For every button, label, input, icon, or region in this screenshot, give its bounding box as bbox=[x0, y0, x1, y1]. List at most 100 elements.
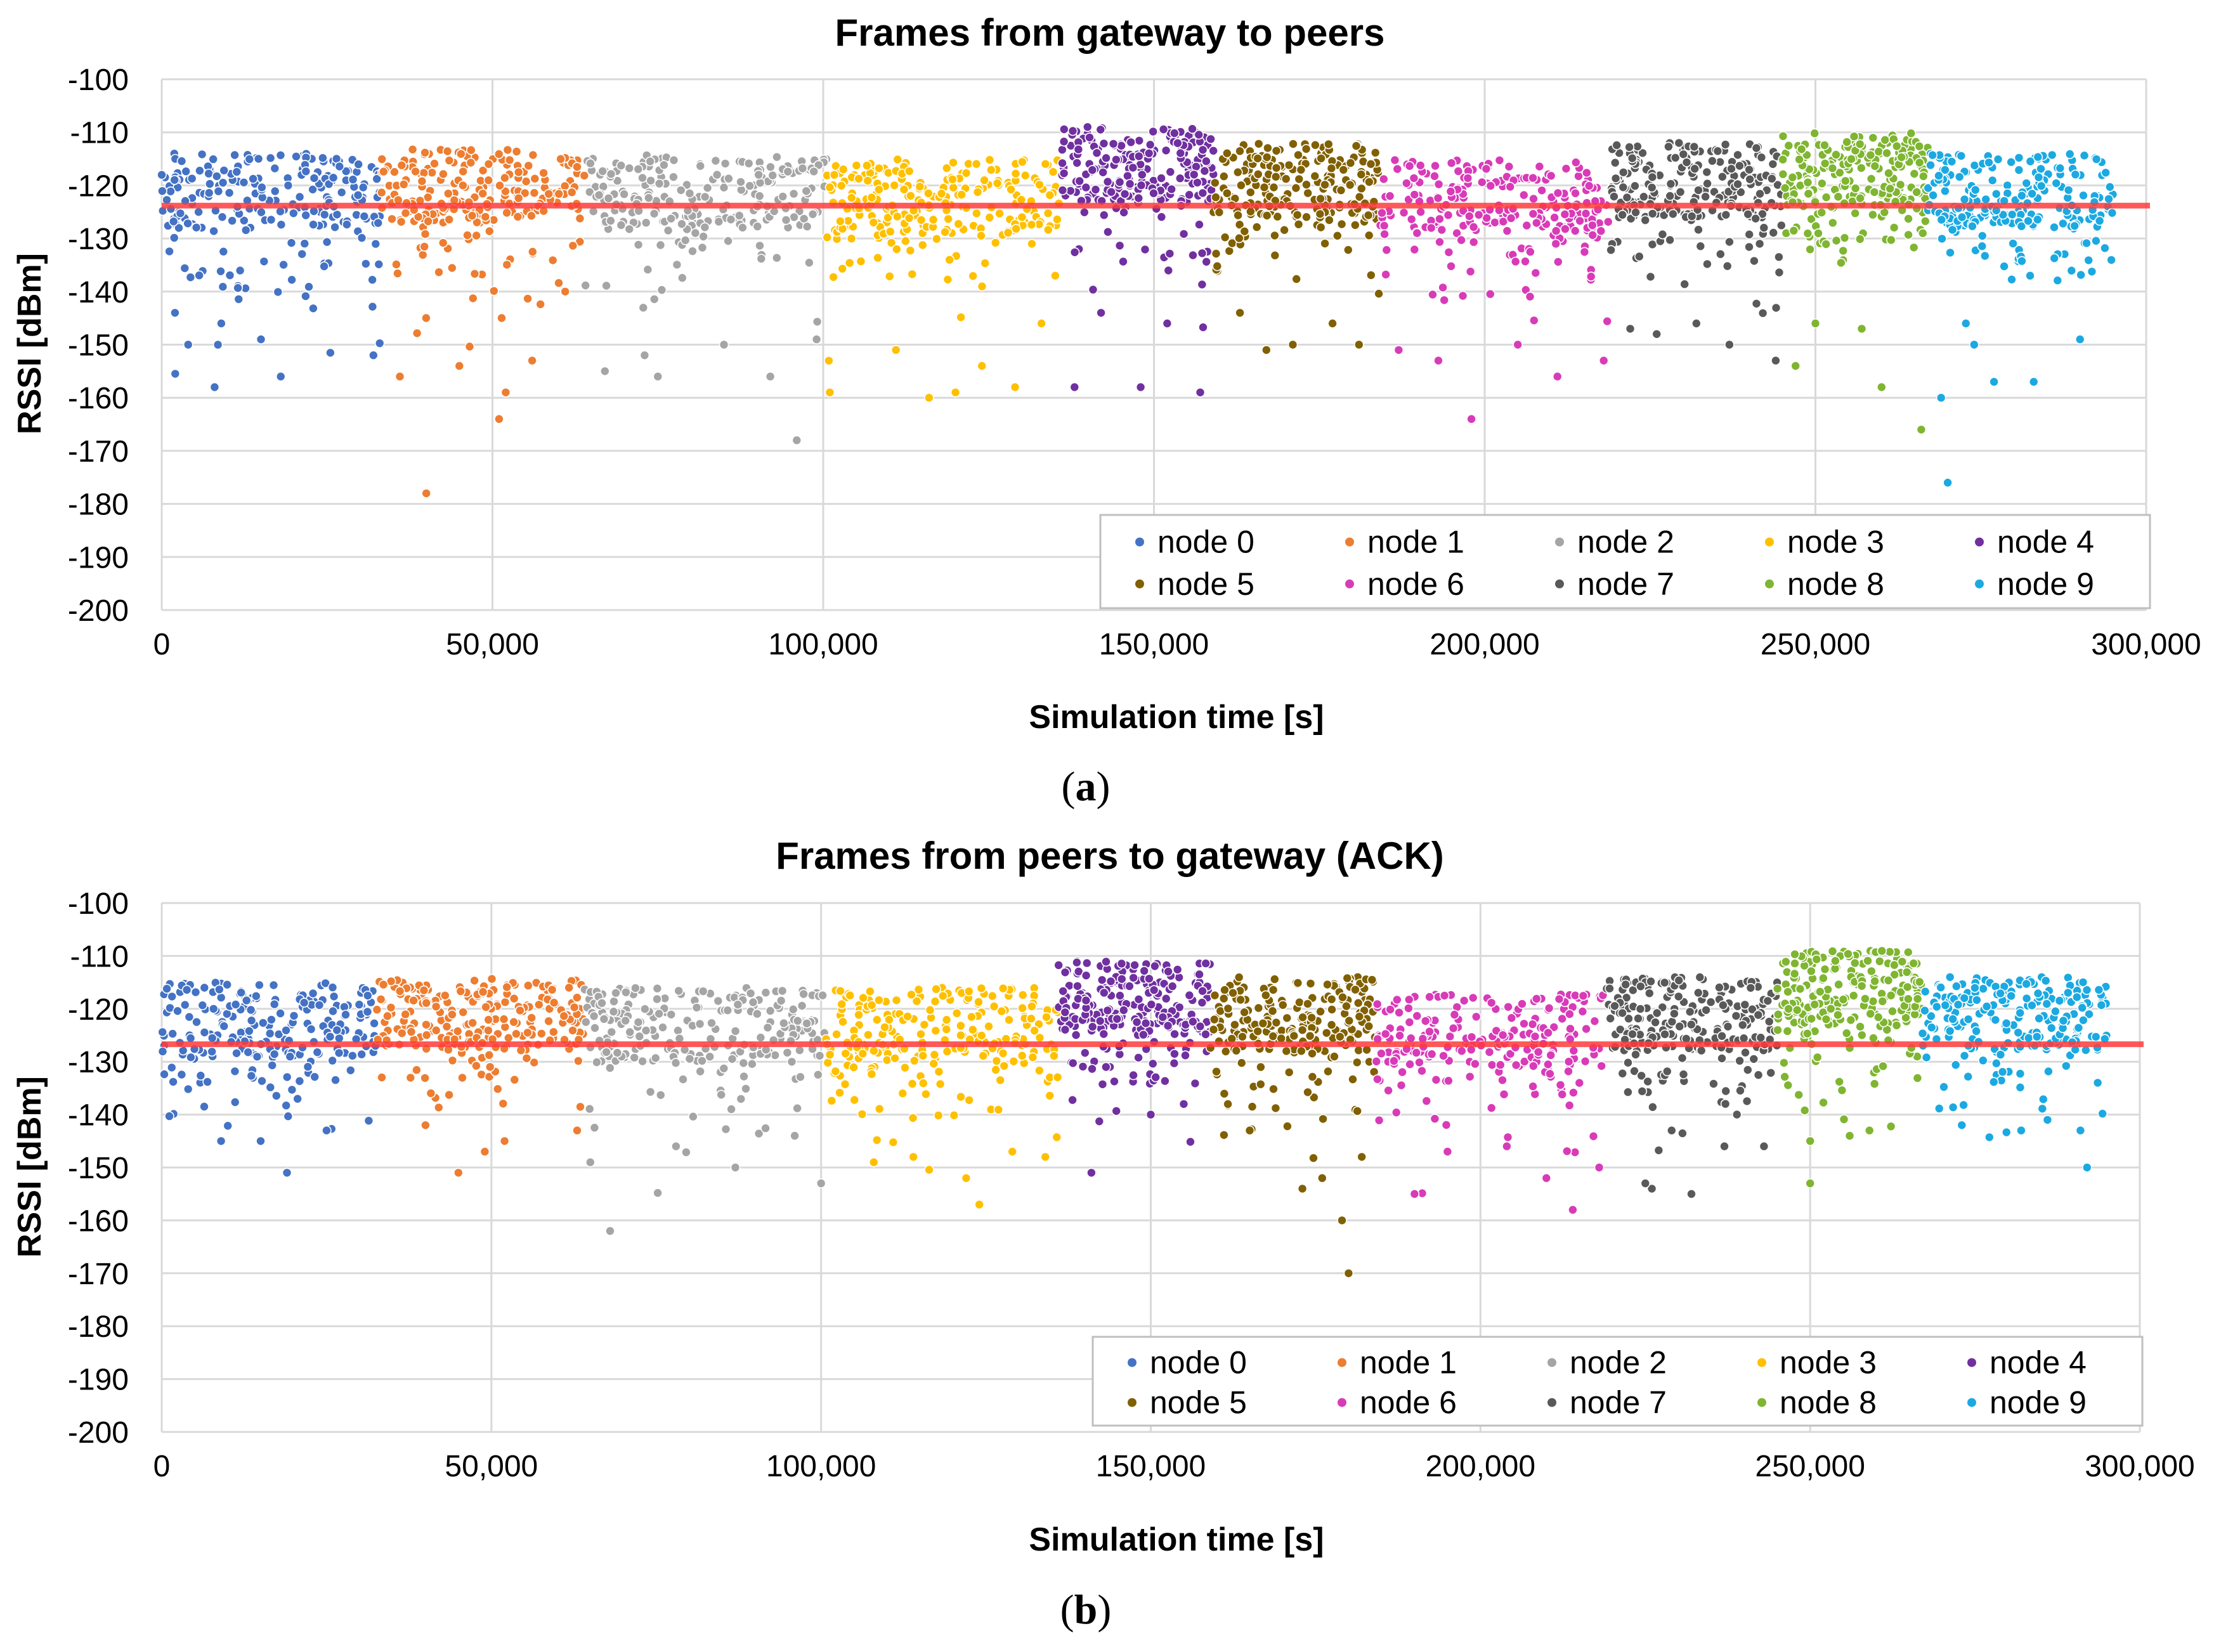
data-point bbox=[1878, 1061, 1888, 1071]
data-point bbox=[1414, 1057, 1424, 1068]
data-point bbox=[1830, 956, 1840, 966]
data-point bbox=[1296, 164, 1306, 175]
data-point bbox=[266, 214, 277, 225]
data-point bbox=[1384, 191, 1395, 201]
data-point bbox=[1102, 1005, 1113, 1016]
y-tick-label: -100 bbox=[68, 887, 129, 921]
data-point bbox=[1511, 1060, 1521, 1070]
data-point bbox=[1338, 992, 1348, 1003]
data-point bbox=[2047, 150, 2057, 160]
data-point bbox=[619, 189, 629, 200]
data-point bbox=[713, 216, 724, 227]
data-point bbox=[1445, 186, 1456, 197]
data-point bbox=[786, 1057, 797, 1067]
data-point bbox=[1219, 1088, 1230, 1099]
data-point bbox=[1912, 187, 1922, 197]
data-point bbox=[1857, 1030, 1867, 1041]
data-point bbox=[1920, 216, 1931, 226]
data-point bbox=[1073, 144, 1084, 155]
data-point bbox=[236, 987, 247, 998]
data-point bbox=[1253, 1003, 1264, 1013]
data-point bbox=[1670, 153, 1681, 163]
data-point bbox=[1831, 150, 1841, 160]
data-point bbox=[1485, 289, 1495, 299]
data-point bbox=[1201, 958, 1211, 968]
data-point bbox=[846, 193, 857, 203]
outlier-point bbox=[1969, 339, 1979, 350]
data-point bbox=[190, 987, 201, 998]
data-point bbox=[601, 280, 611, 291]
data-point bbox=[1721, 209, 1731, 220]
data-point bbox=[1270, 171, 1281, 182]
data-point bbox=[568, 240, 578, 251]
data-point bbox=[1008, 1056, 1019, 1067]
data-point bbox=[452, 1026, 463, 1036]
data-point bbox=[157, 169, 167, 180]
data-point bbox=[752, 221, 763, 231]
data-point bbox=[1779, 1058, 1789, 1068]
data-point bbox=[1452, 228, 1462, 238]
data-point bbox=[478, 987, 488, 997]
data-point bbox=[1338, 164, 1349, 175]
data-point bbox=[1855, 193, 1865, 204]
data-point bbox=[1627, 1029, 1638, 1039]
data-point bbox=[199, 982, 210, 993]
data-point bbox=[157, 1046, 168, 1057]
data-point bbox=[1163, 966, 1173, 977]
outlier-point bbox=[1691, 318, 1702, 328]
data-point bbox=[1648, 1102, 1658, 1112]
data-point bbox=[1531, 994, 1542, 1004]
data-point bbox=[568, 1025, 578, 1036]
data-point bbox=[217, 212, 228, 223]
data-point bbox=[1178, 229, 1189, 239]
data-point bbox=[783, 166, 793, 177]
series-node-5 bbox=[1205, 972, 1380, 1278]
data-point bbox=[1502, 1132, 1513, 1143]
data-point bbox=[788, 1004, 798, 1015]
data-point bbox=[2073, 1023, 2084, 1033]
data-point bbox=[1684, 1006, 1695, 1017]
data-point bbox=[1326, 1020, 1337, 1030]
data-point bbox=[348, 174, 358, 185]
data-point bbox=[554, 188, 564, 199]
data-point bbox=[204, 188, 214, 198]
data-point bbox=[1774, 267, 1785, 278]
data-point bbox=[921, 1089, 931, 1100]
data-point bbox=[2064, 149, 2075, 159]
data-point bbox=[624, 163, 635, 174]
data-point bbox=[2049, 222, 2059, 233]
data-point bbox=[227, 216, 237, 226]
data-point bbox=[1744, 164, 1754, 175]
data-point bbox=[1379, 221, 1390, 231]
data-point bbox=[497, 313, 507, 323]
data-point bbox=[616, 160, 627, 171]
data-point bbox=[1557, 1089, 1567, 1100]
data-point bbox=[559, 1011, 570, 1021]
data-point bbox=[1150, 1072, 1161, 1083]
data-point bbox=[684, 188, 695, 198]
series-node-8 bbox=[1778, 128, 1933, 435]
data-point bbox=[2021, 178, 2031, 188]
data-point bbox=[866, 1000, 877, 1010]
data-point bbox=[1392, 994, 1402, 1005]
data-point bbox=[2038, 1094, 2048, 1105]
data-point bbox=[1294, 174, 1305, 185]
data-point bbox=[858, 992, 868, 1003]
data-point bbox=[2069, 221, 2080, 231]
data-point bbox=[1428, 289, 1438, 300]
data-point bbox=[372, 1005, 382, 1015]
data-point bbox=[1323, 1066, 1333, 1077]
legend-item: node 5 bbox=[1135, 566, 1254, 602]
data-point bbox=[1978, 1055, 1988, 1065]
data-point bbox=[1759, 223, 1769, 233]
data-point bbox=[447, 1055, 458, 1066]
data-point bbox=[964, 1095, 974, 1105]
data-point bbox=[1869, 1079, 1880, 1089]
data-point bbox=[807, 209, 818, 219]
data-point bbox=[1353, 1045, 1364, 1056]
data-point bbox=[1163, 265, 1174, 276]
data-point bbox=[956, 1091, 966, 1102]
data-point bbox=[1914, 977, 1925, 987]
data-point bbox=[1886, 1121, 1896, 1131]
data-point bbox=[1995, 1050, 2006, 1060]
